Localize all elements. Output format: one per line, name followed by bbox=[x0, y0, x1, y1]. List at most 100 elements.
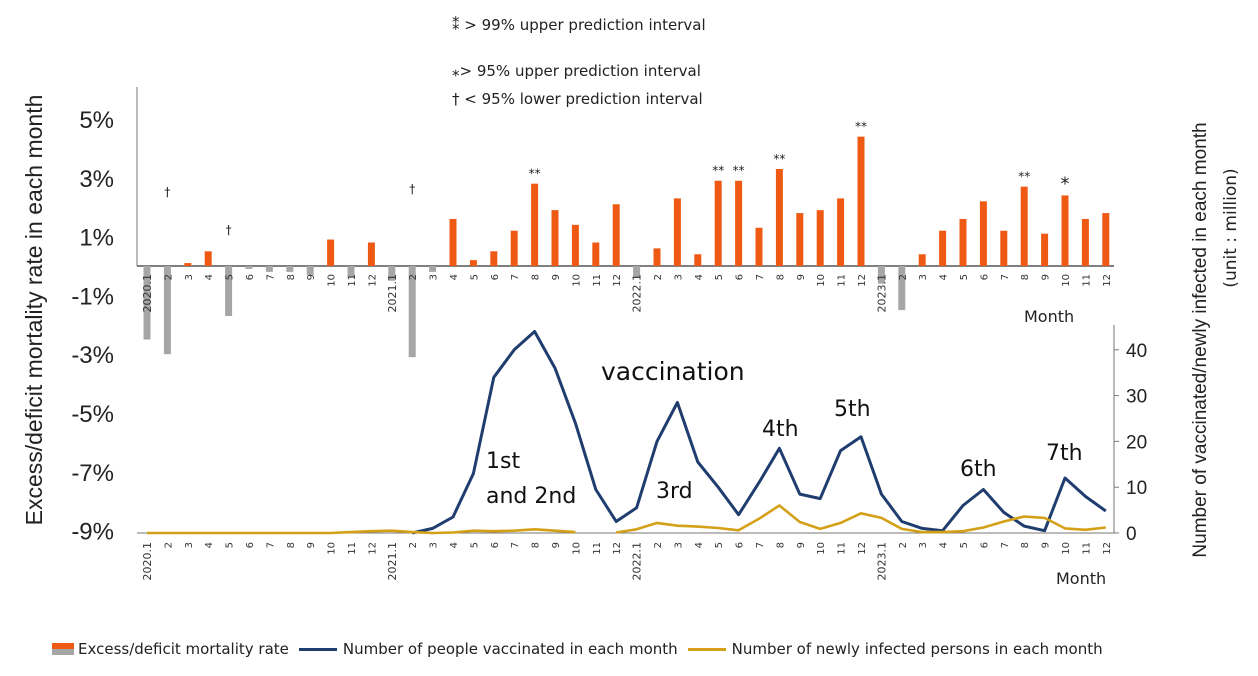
mortality-x-tick-label: 7 bbox=[265, 274, 276, 280]
mortality-x-tick-label: 5 bbox=[714, 274, 725, 280]
line-x-tick-label: 10 bbox=[571, 542, 582, 555]
line-y-axis-unit: (unit : million) bbox=[1221, 168, 1241, 287]
line-x-tick-label: 9 bbox=[796, 542, 807, 548]
line-x-tick-label: 2 bbox=[163, 542, 174, 548]
line-x-tick-label: 5 bbox=[469, 542, 480, 548]
line-x-tick-label: 3 bbox=[918, 542, 929, 548]
line-x-tick-label: 5 bbox=[959, 542, 970, 548]
mortality-bar bbox=[469, 260, 477, 266]
line-x-tick-label: 8 bbox=[1020, 542, 1031, 548]
line-x-tick-label: 7 bbox=[265, 542, 276, 548]
line-x-tick-label: 4 bbox=[694, 542, 705, 548]
mortality-x-tick-label: 3 bbox=[918, 274, 929, 280]
mortality-x-tick-label: 10 bbox=[571, 274, 582, 287]
mortality-y-axis-title: Excess/deficit mortality rate in each mo… bbox=[21, 95, 47, 526]
line-x-tick-label: 9 bbox=[551, 542, 562, 548]
line-x-tick-label: 10 bbox=[816, 542, 827, 555]
mortality-bar bbox=[306, 266, 314, 275]
line-x-axis-label: Month bbox=[1056, 569, 1106, 588]
mortality-bar bbox=[286, 266, 294, 272]
line-x-tick-label: 2 bbox=[408, 542, 419, 548]
line-annotation: 7th bbox=[1046, 441, 1083, 466]
mortality-bar bbox=[531, 183, 539, 266]
legend-label-vaccinated: Number of people vaccinated in each mont… bbox=[342, 640, 678, 658]
mortality-x-tick-label: 10 bbox=[816, 274, 827, 287]
line-x-tick-label: 2022.1 bbox=[631, 542, 644, 581]
line-x-tick-label: 5 bbox=[225, 542, 236, 548]
line-x-tick-label: 6 bbox=[735, 542, 746, 548]
line-x-tick-label: 11 bbox=[347, 542, 358, 555]
legend-swatch-vaccinated bbox=[298, 647, 337, 651]
line-x-tick-label: 3 bbox=[673, 542, 684, 548]
line-x-tick-label: 11 bbox=[837, 542, 848, 555]
mortality-x-tick-label: 2 bbox=[408, 274, 419, 280]
mortality-bar bbox=[551, 210, 559, 266]
mortality-x-tick-label: 3 bbox=[673, 274, 684, 280]
line-x-tick-label: 5 bbox=[714, 542, 725, 548]
mortality-bar bbox=[837, 198, 845, 266]
mortality-bar bbox=[979, 201, 987, 266]
mortality-x-tick-label: 10 bbox=[327, 274, 338, 287]
mortality-x-tick-label: 6 bbox=[735, 274, 746, 280]
mortality-bar bbox=[592, 242, 600, 266]
line-x-tick-label: 8 bbox=[531, 542, 542, 548]
line-x-tick-label: 6 bbox=[490, 542, 501, 548]
mortality-bar bbox=[225, 266, 233, 316]
line-x-tick-label: 2020.1 bbox=[141, 542, 154, 581]
line-x-tick-label: 7 bbox=[510, 542, 521, 548]
note-p99-upper: ⁑ > 99% upper prediction interval bbox=[452, 16, 706, 34]
significance-marker: * bbox=[1061, 173, 1070, 194]
mortality-x-tick-label: 8 bbox=[1020, 274, 1031, 280]
significance-marker: ** bbox=[855, 120, 867, 134]
line-x-tick-label: 9 bbox=[1041, 542, 1052, 548]
legend-label-infected: Number of newly infected persons in each… bbox=[731, 640, 1103, 658]
mortality-bar bbox=[939, 230, 947, 266]
infected-series-line bbox=[147, 504, 1106, 535]
mortality-x-tick-label: 5 bbox=[959, 274, 970, 280]
mortality-bar bbox=[898, 266, 906, 311]
mortality-y-tick-label: -1% bbox=[71, 283, 114, 310]
mortality-x-tick-label: 9 bbox=[796, 274, 807, 280]
mortality-bar bbox=[1020, 186, 1028, 266]
mortality-x-tick-label: 11 bbox=[347, 274, 358, 287]
mortality-x-axis-label: Month bbox=[1024, 307, 1074, 326]
line-x-tick-label: 3 bbox=[429, 542, 440, 548]
mortality-bar bbox=[429, 266, 437, 272]
mortality-bar bbox=[1061, 195, 1069, 266]
mortality-bar bbox=[816, 210, 824, 266]
mortality-x-tick-label: 12 bbox=[857, 274, 868, 287]
chart-legend: Excess/deficit mortality rate Number of … bbox=[52, 640, 1113, 658]
mortality-bar bbox=[327, 239, 335, 266]
legend-swatch-mortality bbox=[52, 643, 74, 655]
line-x-tick-label: 11 bbox=[1081, 542, 1092, 555]
line-x-tick-label: 6 bbox=[979, 542, 990, 548]
mortality-bar bbox=[265, 266, 273, 272]
significance-marker: ** bbox=[712, 164, 724, 178]
mortality-bar bbox=[1102, 213, 1110, 266]
significance-marker: ** bbox=[773, 152, 785, 166]
mortality-x-tick-label: 7 bbox=[1000, 274, 1011, 280]
line-y-tick-label: 0 bbox=[1126, 524, 1137, 545]
line-x-tick-label: 11 bbox=[592, 542, 603, 555]
line-y-axis-title: Number of vaccinated/newly infected in e… bbox=[1190, 122, 1211, 557]
mortality-x-tick-label: 8 bbox=[775, 274, 786, 280]
mortality-x-tick-label: 5 bbox=[225, 274, 236, 280]
mortality-bar bbox=[490, 251, 498, 266]
line-x-tick-label: 3 bbox=[184, 542, 195, 548]
line-x-tick-label: 7 bbox=[1000, 542, 1011, 548]
mortality-y-tick-label: 5% bbox=[79, 107, 114, 134]
line-annotation: 4th bbox=[762, 417, 799, 442]
mortality-x-tick-label: 12 bbox=[1102, 274, 1113, 287]
line-x-tick-label: 6 bbox=[245, 542, 256, 548]
mortality-bar bbox=[510, 230, 518, 266]
legend-item-vaccinated: Number of people vaccinated in each mont… bbox=[298, 640, 678, 658]
mortality-bar bbox=[1000, 230, 1008, 266]
mortality-bar bbox=[612, 204, 620, 266]
line-annotation: vaccination bbox=[601, 357, 745, 386]
mortality-bar bbox=[1081, 218, 1089, 266]
line-x-tick-label: 9 bbox=[306, 542, 317, 548]
mortality-y-tick-label: -9% bbox=[71, 519, 114, 546]
line-series-layer bbox=[147, 330, 1107, 535]
mortality-x-tick-label: 4 bbox=[694, 274, 705, 280]
mortality-x-tick-label: 12 bbox=[367, 274, 378, 287]
